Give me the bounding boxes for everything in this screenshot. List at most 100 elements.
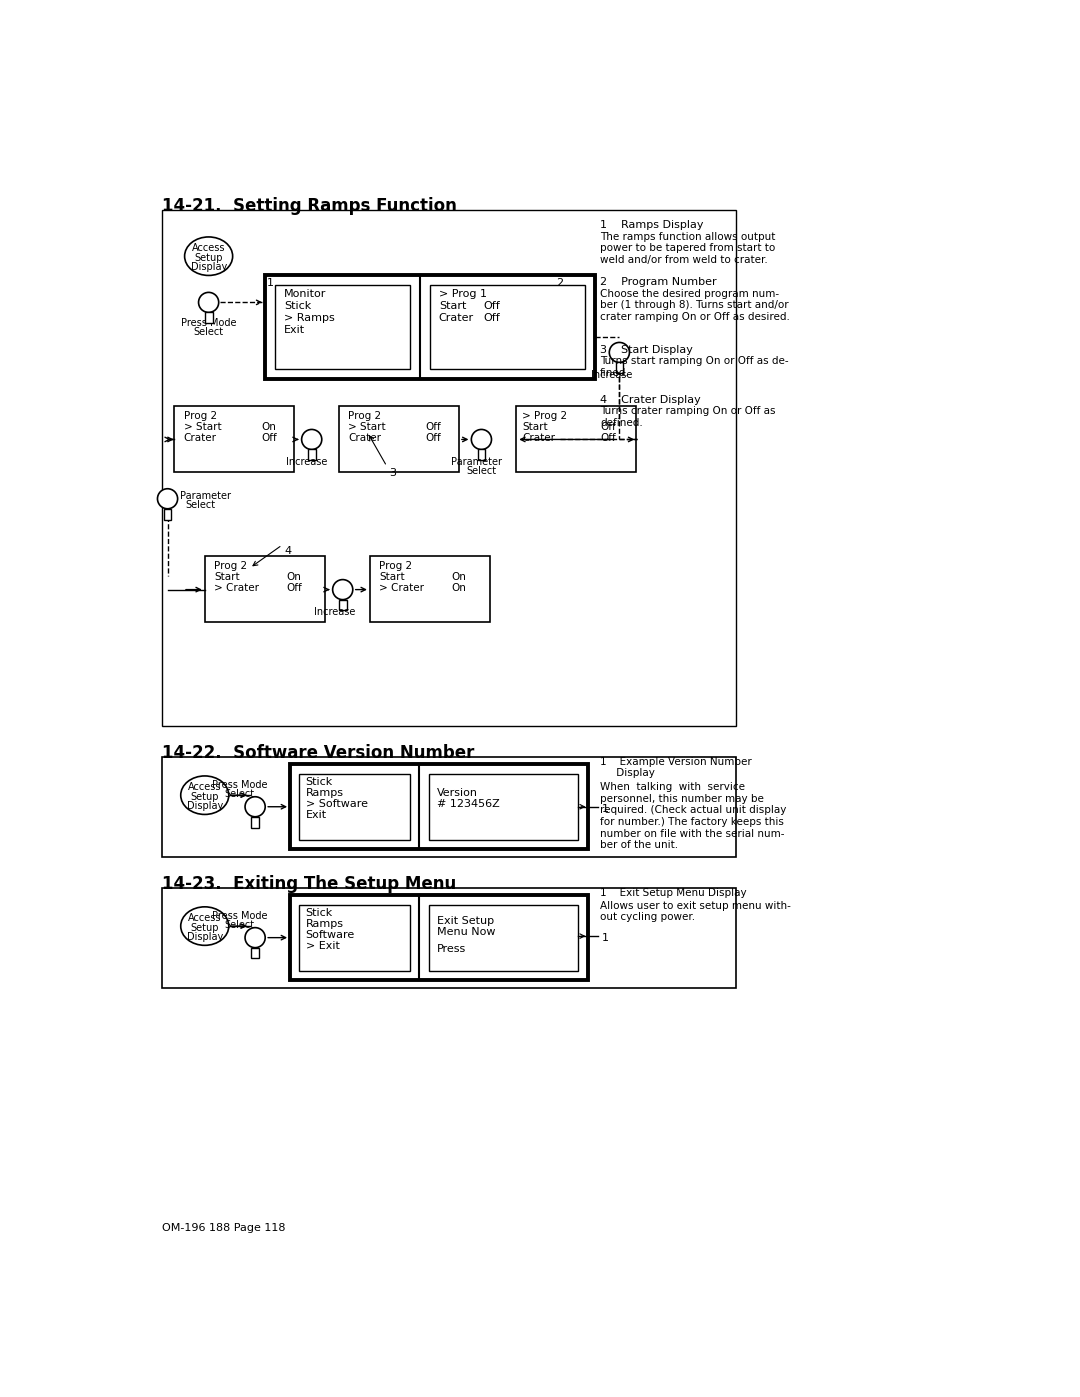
Text: Off: Off	[484, 300, 500, 312]
Text: Version: Version	[437, 788, 478, 798]
Text: On: On	[451, 571, 467, 583]
Text: 14-21.  Setting Ramps Function: 14-21. Setting Ramps Function	[162, 197, 457, 215]
Bar	[162, 210, 735, 726]
Bar	[516, 407, 636, 472]
Bar	[174, 407, 294, 472]
Bar	[429, 904, 578, 971]
Text: Turns crater ramping On or Off as
defined.: Turns crater ramping On or Off as define…	[600, 407, 775, 427]
Bar	[162, 887, 735, 988]
Text: 1: 1	[602, 933, 608, 943]
Text: Display: Display	[187, 932, 222, 942]
Text: Allows user to exit setup menu with-
out cycling power.: Allows user to exit setup menu with- out…	[600, 901, 791, 922]
Text: On: On	[286, 571, 301, 583]
Text: Select: Select	[225, 789, 255, 799]
Bar	[339, 407, 459, 472]
Text: Monitor: Monitor	[284, 289, 326, 299]
Text: The ramps function allows output
power to be tapered from start to
weld and/or f: The ramps function allows output power t…	[600, 232, 775, 265]
Bar	[430, 285, 584, 369]
Text: Increase: Increase	[314, 608, 355, 617]
Bar	[299, 774, 410, 840]
Bar	[162, 757, 735, 856]
Text: 14-22.  Software Version Number: 14-22. Software Version Number	[162, 743, 474, 761]
Text: Press Mode: Press Mode	[180, 317, 237, 328]
Text: 4: 4	[284, 546, 292, 556]
Text: Ramps: Ramps	[306, 788, 343, 798]
Text: Setup: Setup	[194, 253, 222, 263]
Text: Crater: Crater	[348, 433, 381, 443]
Text: Stick: Stick	[306, 908, 333, 918]
Text: Press Mode: Press Mode	[212, 780, 268, 789]
Text: Off: Off	[484, 313, 500, 323]
Bar	[205, 313, 213, 323]
Text: Display: Display	[190, 263, 227, 272]
Text: Increase: Increase	[286, 457, 327, 467]
Text: > Crater: > Crater	[214, 583, 259, 592]
Bar	[274, 285, 410, 369]
Text: Stick: Stick	[306, 778, 333, 788]
Text: Setup: Setup	[190, 792, 219, 802]
Text: > Crater: > Crater	[379, 583, 424, 592]
Text: Crater: Crater	[184, 433, 217, 443]
Text: Access: Access	[188, 914, 221, 923]
Text: Exit: Exit	[306, 810, 326, 820]
Text: > Exit: > Exit	[306, 940, 339, 951]
Bar	[266, 275, 595, 380]
Text: 1    Ramps Display: 1 Ramps Display	[600, 219, 703, 231]
Circle shape	[245, 928, 266, 947]
Ellipse shape	[185, 237, 232, 275]
Text: Software: Software	[306, 930, 354, 940]
Text: Crater: Crater	[438, 313, 474, 323]
Text: Display: Display	[187, 800, 222, 812]
Text: 3    Start Display: 3 Start Display	[600, 345, 693, 355]
Text: Off: Off	[600, 422, 616, 432]
Text: 2    Program Number: 2 Program Number	[600, 277, 717, 286]
Bar	[299, 904, 410, 971]
Text: 14-23.  Exiting The Setup Menu: 14-23. Exiting The Setup Menu	[162, 875, 457, 893]
Text: 4    Crater Display: 4 Crater Display	[600, 395, 701, 405]
Text: > Start: > Start	[184, 422, 221, 432]
Text: Start: Start	[214, 571, 240, 583]
Text: > Start: > Start	[348, 422, 386, 432]
Text: Access: Access	[192, 243, 226, 253]
Text: Press Mode: Press Mode	[212, 911, 268, 921]
Bar	[308, 450, 315, 460]
Text: 3: 3	[389, 468, 396, 478]
Text: Select: Select	[467, 467, 497, 476]
Text: > Software: > Software	[306, 799, 367, 809]
Text: Prog 2: Prog 2	[184, 411, 217, 420]
Text: Parameter: Parameter	[180, 490, 231, 502]
Ellipse shape	[180, 907, 229, 946]
Bar	[291, 764, 589, 849]
Text: Start: Start	[523, 422, 549, 432]
Text: Prog 2: Prog 2	[348, 411, 381, 420]
Text: Off: Off	[426, 422, 442, 432]
Text: Prog 2: Prog 2	[214, 562, 247, 571]
Text: Select: Select	[193, 327, 224, 337]
Bar	[369, 556, 490, 622]
Circle shape	[158, 489, 177, 509]
Text: Crater: Crater	[523, 433, 555, 443]
Bar	[252, 817, 259, 827]
Text: Prog 2: Prog 2	[379, 562, 413, 571]
Text: Turns start ramping On or Off as de-
fined.: Turns start ramping On or Off as de- fin…	[600, 356, 788, 379]
Text: Off: Off	[286, 583, 302, 592]
Text: Off: Off	[426, 433, 442, 443]
Bar	[477, 450, 485, 460]
Circle shape	[199, 292, 218, 313]
Text: Start: Start	[438, 300, 467, 312]
Text: > Ramps: > Ramps	[284, 313, 335, 323]
Text: Parameter: Parameter	[450, 457, 501, 467]
Text: Access: Access	[188, 782, 221, 792]
Text: OM-196 188 Page 118: OM-196 188 Page 118	[162, 1222, 285, 1232]
Text: Stick: Stick	[284, 300, 311, 312]
Text: Press: Press	[437, 944, 467, 954]
Text: 1    Exit Setup Menu Display: 1 Exit Setup Menu Display	[600, 887, 746, 898]
Text: Setup: Setup	[190, 922, 219, 933]
Text: > Prog 2: > Prog 2	[523, 411, 568, 420]
Ellipse shape	[180, 775, 229, 814]
Bar	[339, 599, 347, 610]
Text: On: On	[451, 583, 467, 592]
Text: 1: 1	[602, 803, 608, 813]
Text: 1    Example Version Number
     Display: 1 Example Version Number Display	[600, 757, 752, 778]
Text: On: On	[261, 422, 276, 432]
